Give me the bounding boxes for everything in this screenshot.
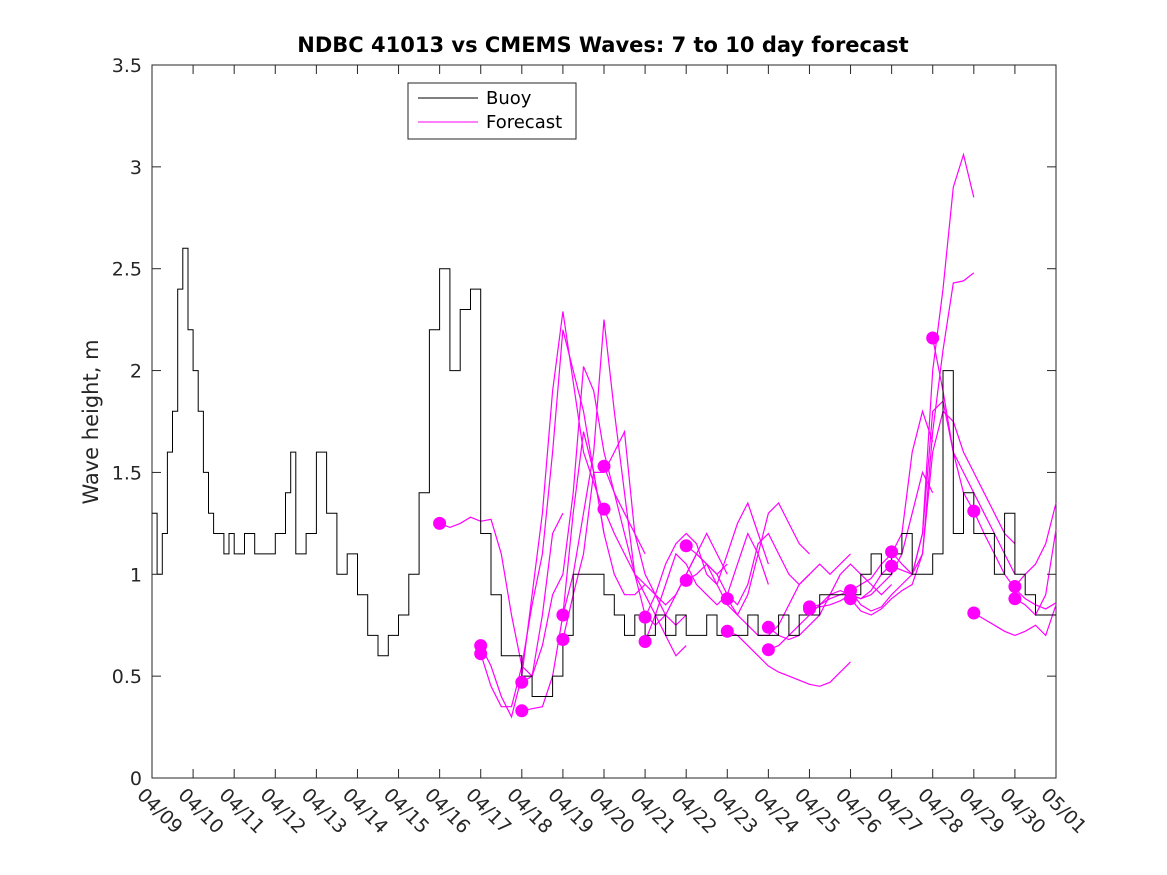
- forecast-start-point: [556, 633, 570, 646]
- x-tick-label: 04/17: [461, 784, 515, 838]
- forecast-line: [644, 501, 769, 618]
- forecast-line: [809, 409, 934, 608]
- legend-box: [407, 82, 577, 140]
- forecast-line: [521, 366, 646, 683]
- forecast-start-point: [638, 635, 652, 648]
- y-axis: 0 0.5 1 1.5 2 2.5 3 3.5: [112, 55, 1056, 790]
- x-tick-label: 04/19: [543, 784, 597, 838]
- forecast-start-point: [720, 592, 734, 606]
- forecast-line: [480, 329, 605, 708]
- forecast-start-point: [803, 602, 816, 616]
- forecast-start-point: [844, 592, 857, 606]
- x-tick-label: 04/30: [995, 784, 1049, 838]
- forecast-start-point: [885, 559, 899, 573]
- y-tick-label: 0.5: [112, 666, 142, 688]
- x-tick-label: 04/20: [584, 784, 638, 838]
- forecast-start-point: [679, 573, 693, 587]
- forecast-line: [809, 470, 934, 610]
- legend-buoy-label: Buoy: [486, 88, 532, 109]
- forecast-line: [521, 431, 646, 712]
- forecast-start-point: [597, 502, 611, 516]
- x-tick-label: 04/15: [379, 784, 433, 838]
- forecast-start-point: [638, 610, 652, 624]
- forecast-line: [727, 630, 851, 687]
- x-tick-label: 04/12: [256, 784, 310, 838]
- x-tick-label: 04/16: [420, 784, 474, 838]
- x-tick-label: 04/27: [872, 784, 926, 838]
- forecast-line: [973, 604, 1057, 637]
- forecast-start-point: [967, 606, 981, 620]
- x-tick-label: 04/11: [215, 784, 269, 838]
- y-tick-label: 1: [130, 564, 142, 586]
- x-tick-label: 04/22: [667, 784, 721, 838]
- y-axis-title: Wave height, m: [79, 339, 103, 504]
- x-tick-label: 04/24: [749, 784, 803, 838]
- forecast-start-point: [556, 608, 570, 622]
- legend: Buoy Forecast: [407, 82, 577, 140]
- buoy-series: [152, 247, 1056, 697]
- y-tick-label: 1.5: [112, 462, 142, 484]
- x-tick-label: 04/18: [502, 784, 556, 838]
- buoy-line: [152, 247, 1056, 697]
- forecast-start-point: [761, 643, 775, 657]
- forecast-start-point: [515, 704, 529, 718]
- chart-title: NDBC 41013 vs CMEMS Waves: 7 to 10 day f…: [297, 33, 908, 57]
- y-tick-label: 2: [130, 361, 142, 383]
- x-tick-label: 04/25: [790, 784, 844, 838]
- x-tick-label: 04/09: [132, 784, 186, 838]
- x-tick-label: 04/28: [913, 784, 967, 838]
- forecast-line: [1014, 502, 1057, 587]
- forecast-start-point: [1008, 580, 1022, 593]
- x-tick-label: 04/26: [831, 784, 885, 838]
- y-tick-label: 2.5: [112, 259, 142, 281]
- forecast-line: [685, 532, 810, 606]
- forecast-start-point: [761, 620, 775, 634]
- legend-forecast-label: Forecast: [486, 112, 562, 133]
- y-tick-label: 0: [130, 768, 142, 790]
- x-tick-label: 04/21: [626, 784, 680, 838]
- x-tick-label: 04/13: [297, 784, 351, 838]
- y-tick-label: 3: [130, 157, 142, 179]
- forecast-start-point: [474, 647, 488, 661]
- forecast-start-point: [433, 516, 447, 530]
- x-tick-label: 05/01: [1036, 784, 1090, 838]
- forecast-line: [850, 272, 975, 616]
- forecast-line: [439, 512, 564, 678]
- forecast-start-point: [515, 675, 529, 689]
- x-tick-label: 04/14: [338, 784, 392, 838]
- forecast-start-point: [679, 539, 693, 553]
- forecast-start-point: [1008, 592, 1022, 606]
- x-tick-label: 04/10: [174, 784, 228, 838]
- forecast-line: [644, 531, 769, 642]
- forecast-start-point: [720, 624, 734, 638]
- forecast-start-point: [926, 331, 940, 345]
- x-tick-label: 04/29: [954, 784, 1008, 838]
- forecast-start-point: [597, 459, 611, 473]
- plot-area: [151, 64, 1057, 779]
- forecast-start-points: [433, 331, 1022, 718]
- y-tick-label: 3.5: [112, 55, 142, 77]
- forecast-start-point: [885, 545, 899, 559]
- x-tick-label: 04/23: [708, 784, 762, 838]
- forecast-start-point: [967, 504, 981, 518]
